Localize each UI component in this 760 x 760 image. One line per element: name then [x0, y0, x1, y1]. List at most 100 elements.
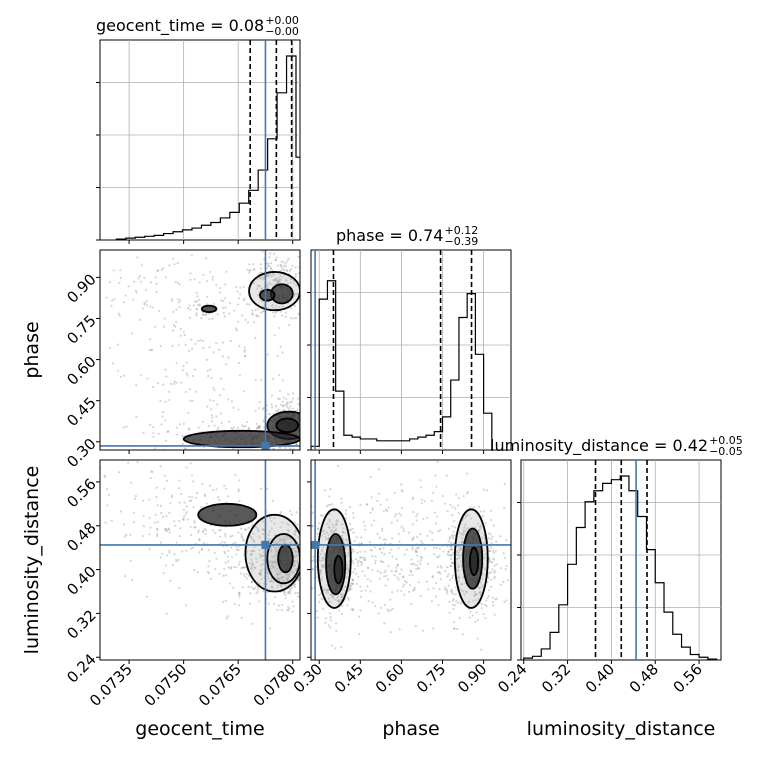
- scatter-point: [211, 416, 214, 419]
- scatter-point: [460, 583, 463, 586]
- scatter-point: [193, 521, 196, 524]
- scatter-point: [455, 599, 458, 603]
- scatter-point: [211, 488, 215, 492]
- scatter-point: [348, 588, 351, 591]
- scatter-point: [235, 329, 239, 332]
- scatter-point: [451, 592, 455, 595]
- scatter-point: [403, 593, 406, 596]
- scatter-point: [291, 407, 294, 410]
- scatter-point: [346, 567, 349, 570]
- histogram-step: [311, 280, 493, 450]
- scatter-point: [360, 536, 363, 539]
- scatter-point: [495, 597, 498, 600]
- scatter-point: [275, 551, 278, 554]
- scatter-point: [459, 602, 463, 605]
- scatter-point: [163, 317, 166, 320]
- scatter-point: [195, 300, 198, 303]
- scatter-point: [304, 422, 306, 424]
- scatter-point: [382, 538, 385, 541]
- scatter-point: [461, 537, 464, 540]
- scatter-point: [165, 564, 168, 567]
- scatter-point: [253, 587, 256, 590]
- scatter-point: [281, 577, 284, 580]
- scatter-point: [481, 577, 484, 580]
- scatter-point: [351, 608, 354, 611]
- scatter-point: [227, 398, 230, 401]
- scatter-point: [457, 601, 460, 604]
- scatter-point: [211, 278, 214, 281]
- scatter-point: [175, 362, 178, 365]
- scatter-point: [204, 494, 207, 498]
- scatter-point: [251, 622, 254, 625]
- scatter-point: [134, 289, 137, 292]
- scatter-point: [287, 590, 291, 593]
- scatter-point: [259, 487, 262, 490]
- scatter-point: [443, 588, 446, 591]
- scatter-point: [285, 398, 288, 401]
- scatter-point: [258, 573, 262, 576]
- scatter-point: [277, 541, 280, 545]
- scatter-point: [344, 547, 348, 550]
- scatter-point: [305, 426, 307, 428]
- scatter-point: [474, 594, 477, 597]
- scatter-point: [155, 534, 159, 537]
- scatter-point: [305, 449, 307, 451]
- scatter-point: [347, 569, 350, 572]
- scatter-point: [365, 503, 368, 506]
- scatter-point: [457, 569, 460, 572]
- scatter-point: [307, 537, 309, 539]
- scatter-point: [347, 551, 351, 554]
- scatter-point: [159, 399, 162, 403]
- scatter-point: [188, 316, 191, 319]
- scatter-point: [352, 512, 355, 515]
- scatter-point: [207, 425, 210, 428]
- scatter-point: [477, 528, 480, 531]
- scatter-point: [162, 325, 165, 328]
- contour-level: [469, 546, 480, 576]
- scatter-point: [303, 262, 305, 264]
- scatter-point: [150, 470, 153, 473]
- scatter-point: [478, 525, 481, 528]
- scatter-point: [224, 306, 227, 309]
- scatter-point: [321, 548, 324, 551]
- scatter-point: [244, 354, 247, 357]
- scatter-point: [419, 479, 422, 482]
- scatter-point: [185, 466, 188, 469]
- scatter-point: [481, 583, 484, 587]
- scatter-point: [344, 512, 347, 515]
- scatter-point: [455, 558, 458, 561]
- scatter-point: [458, 531, 461, 534]
- scatter-point: [387, 610, 390, 613]
- scatter-point: [270, 579, 273, 582]
- scatter-point: [269, 516, 272, 520]
- scatter-point: [449, 554, 453, 557]
- scatter-point: [489, 533, 492, 536]
- scatter-point: [420, 498, 423, 501]
- scatter-point: [295, 511, 298, 514]
- scatter-point: [514, 566, 516, 568]
- scatter-point: [486, 580, 489, 584]
- scatter-point: [478, 587, 481, 590]
- scatter-point: [359, 503, 362, 506]
- scatter-point: [447, 527, 451, 530]
- scatter-point: [327, 537, 330, 540]
- scatter-point: [490, 578, 493, 581]
- scatter-point: [254, 566, 257, 569]
- scatter-point: [135, 247, 137, 249]
- scatter-point: [260, 278, 264, 281]
- scatter-point: [411, 546, 414, 549]
- scatter-point: [255, 314, 258, 318]
- scatter-point: [255, 584, 258, 587]
- scatter-point: [302, 416, 304, 418]
- scatter-point: [339, 598, 342, 601]
- scatter-point: [209, 270, 212, 274]
- scatter-point: [316, 527, 320, 530]
- scatter-point: [273, 555, 277, 558]
- scatter-point: [305, 300, 307, 302]
- scatter-point: [279, 526, 282, 529]
- scatter-point: [271, 499, 275, 502]
- scatter-point: [342, 592, 346, 596]
- scatter-point: [438, 547, 441, 550]
- scatter-point: [248, 602, 252, 605]
- scatter-point: [393, 515, 396, 518]
